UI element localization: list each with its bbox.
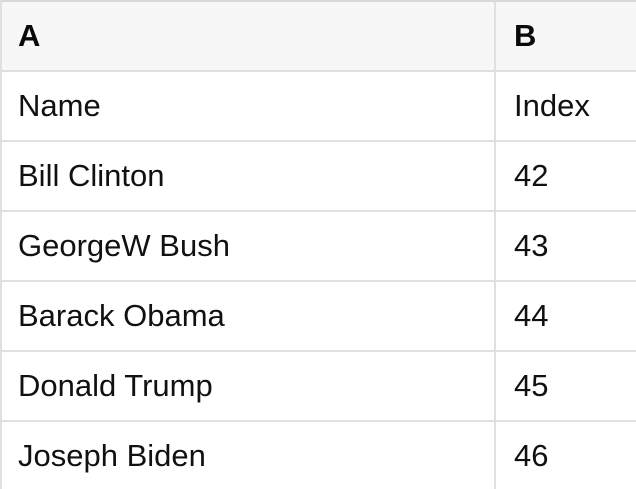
cell-b4[interactable]: 44 (496, 282, 636, 350)
table-row-4: Barack Obama 44 (2, 282, 636, 352)
cell-b3-text: 43 (514, 228, 549, 263)
cell-a1[interactable]: Name (2, 72, 496, 140)
cell-a2[interactable]: Bill Clinton (2, 142, 496, 210)
cell-a4-text: Barack Obama (18, 298, 225, 333)
table-row-2: Bill Clinton 42 (2, 142, 636, 212)
cell-b4-text: 44 (514, 298, 549, 333)
cell-b6[interactable]: 46 (496, 422, 636, 489)
column-header-row: A B (2, 2, 636, 72)
cell-b1-text: Index (514, 88, 590, 123)
cell-a5[interactable]: Donald Trump (2, 352, 496, 420)
column-header-a[interactable]: A (2, 2, 496, 70)
cell-b5[interactable]: 45 (496, 352, 636, 420)
cell-b2-text: 42 (514, 158, 549, 193)
cell-a6[interactable]: Joseph Biden (2, 422, 496, 489)
cell-a3-text: GeorgeW Bush (18, 228, 230, 263)
cell-a2-text: Bill Clinton (18, 158, 165, 193)
table-row-1: Name Index (2, 72, 636, 142)
cell-b1[interactable]: Index (496, 72, 636, 140)
cell-b3[interactable]: 43 (496, 212, 636, 280)
cell-a5-text: Donald Trump (18, 368, 213, 403)
table-row-3: GeorgeW Bush 43 (2, 212, 636, 282)
cell-b5-text: 45 (514, 368, 549, 403)
cell-a1-text: Name (18, 88, 101, 123)
cell-a6-text: Joseph Biden (18, 438, 206, 473)
table-row-6: Joseph Biden 46 (2, 422, 636, 489)
column-header-a-label: A (18, 18, 41, 53)
cell-b2[interactable]: 42 (496, 142, 636, 210)
column-header-b[interactable]: B (496, 2, 636, 70)
column-header-b-label: B (514, 18, 537, 53)
cell-a4[interactable]: Barack Obama (2, 282, 496, 350)
cell-a3[interactable]: GeorgeW Bush (2, 212, 496, 280)
table-row-5: Donald Trump 45 (2, 352, 636, 422)
cell-b6-text: 46 (514, 438, 549, 473)
